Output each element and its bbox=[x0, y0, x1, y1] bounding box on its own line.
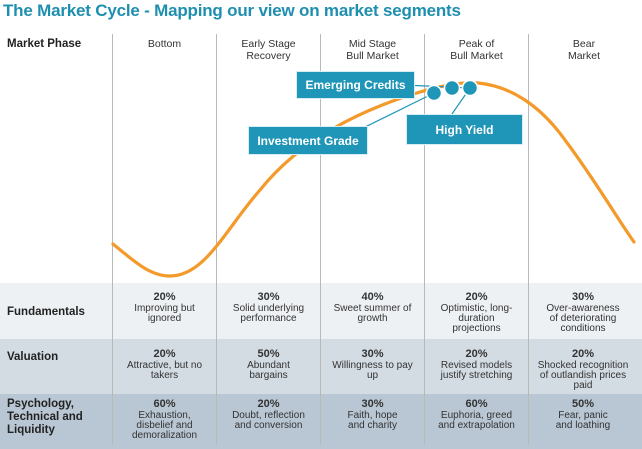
phase-header-bear: Bear Market bbox=[567, 38, 601, 62]
column-divider bbox=[424, 34, 425, 445]
valuation-band bbox=[0, 339, 642, 394]
valuation-cell-mid: 30% Willingness to pay up bbox=[332, 348, 413, 381]
column-divider bbox=[528, 34, 529, 445]
phase-header-bottom: Bottom bbox=[147, 38, 182, 50]
fundamentals-cell-early: 30% Solid underlying performance bbox=[232, 291, 305, 324]
row-label-psychology: Psychology, Technical and Liquidity bbox=[7, 398, 83, 436]
valuation-cell-early: 50% Abundant bargains bbox=[247, 348, 290, 381]
column-divider bbox=[112, 34, 113, 445]
phase-header-early-stage: Early Stage Recovery bbox=[241, 38, 296, 62]
psychology-cell-bottom: 60% Exhaustion, disbelief and demoralizati… bbox=[131, 398, 198, 441]
psychology-cell-bear: 50% Fear, panic and loathing bbox=[555, 398, 611, 431]
fundamentals-cell-peak: 20% Optimistic, long-duration projections bbox=[440, 291, 513, 334]
valuation-cell-bottom: 20% Attractive, but no takers bbox=[126, 348, 203, 381]
column-divider bbox=[216, 34, 217, 445]
page-title: The Market Cycle - Mapping our view on m… bbox=[3, 1, 461, 20]
cycle-curve-line bbox=[111, 81, 636, 278]
emerging-credits-callout: Emerging Credits bbox=[296, 71, 415, 99]
psychology-cell-early: 20% Doubt, reflection and conversion bbox=[232, 398, 305, 431]
callout-connector bbox=[356, 92, 435, 132]
column-divider bbox=[320, 34, 321, 445]
row-label-fundamentals: Fundamentals bbox=[7, 306, 85, 318]
psychology-cell-mid: 30% Faith, hope and charity bbox=[347, 398, 398, 431]
row-label-valuation: Valuation bbox=[7, 351, 59, 363]
row-label-market-phase: Market Phase bbox=[7, 38, 82, 50]
valuation-cell-peak: 20% Revised models justify stretching bbox=[440, 348, 513, 381]
investment-grade-marker bbox=[425, 84, 443, 102]
emerging-credits-marker bbox=[443, 79, 461, 97]
psychology-cell-peak: 60% Euphoria, greed and extrapolation bbox=[438, 398, 515, 431]
phase-header-mid-stage: Mid Stage Bull Market bbox=[346, 38, 399, 62]
high-yield-callout: High Yield bbox=[406, 114, 523, 145]
high-yield-marker bbox=[461, 79, 479, 97]
market-cycle-curve bbox=[111, 79, 636, 278]
valuation-cell-bear: 20% Shocked recognition of outlandish pri… bbox=[537, 348, 629, 391]
psychology-band bbox=[0, 394, 642, 449]
phase-header-peak: Peak of Bull Market bbox=[450, 38, 503, 62]
fundamentals-cell-bear: 30% Over-awareness of deteriorating condit… bbox=[546, 291, 620, 334]
market-cycle-diagram: Market Phase Fundamentals Valuation Psyc… bbox=[0, 30, 642, 449]
fundamentals-band bbox=[0, 283, 642, 339]
fundamentals-cell-mid: 40% Sweet summer of growth bbox=[333, 291, 412, 324]
fundamentals-cell-bottom: 20% Improving but ignored bbox=[134, 291, 195, 324]
investment-grade-callout: Investment Grade bbox=[248, 126, 368, 155]
